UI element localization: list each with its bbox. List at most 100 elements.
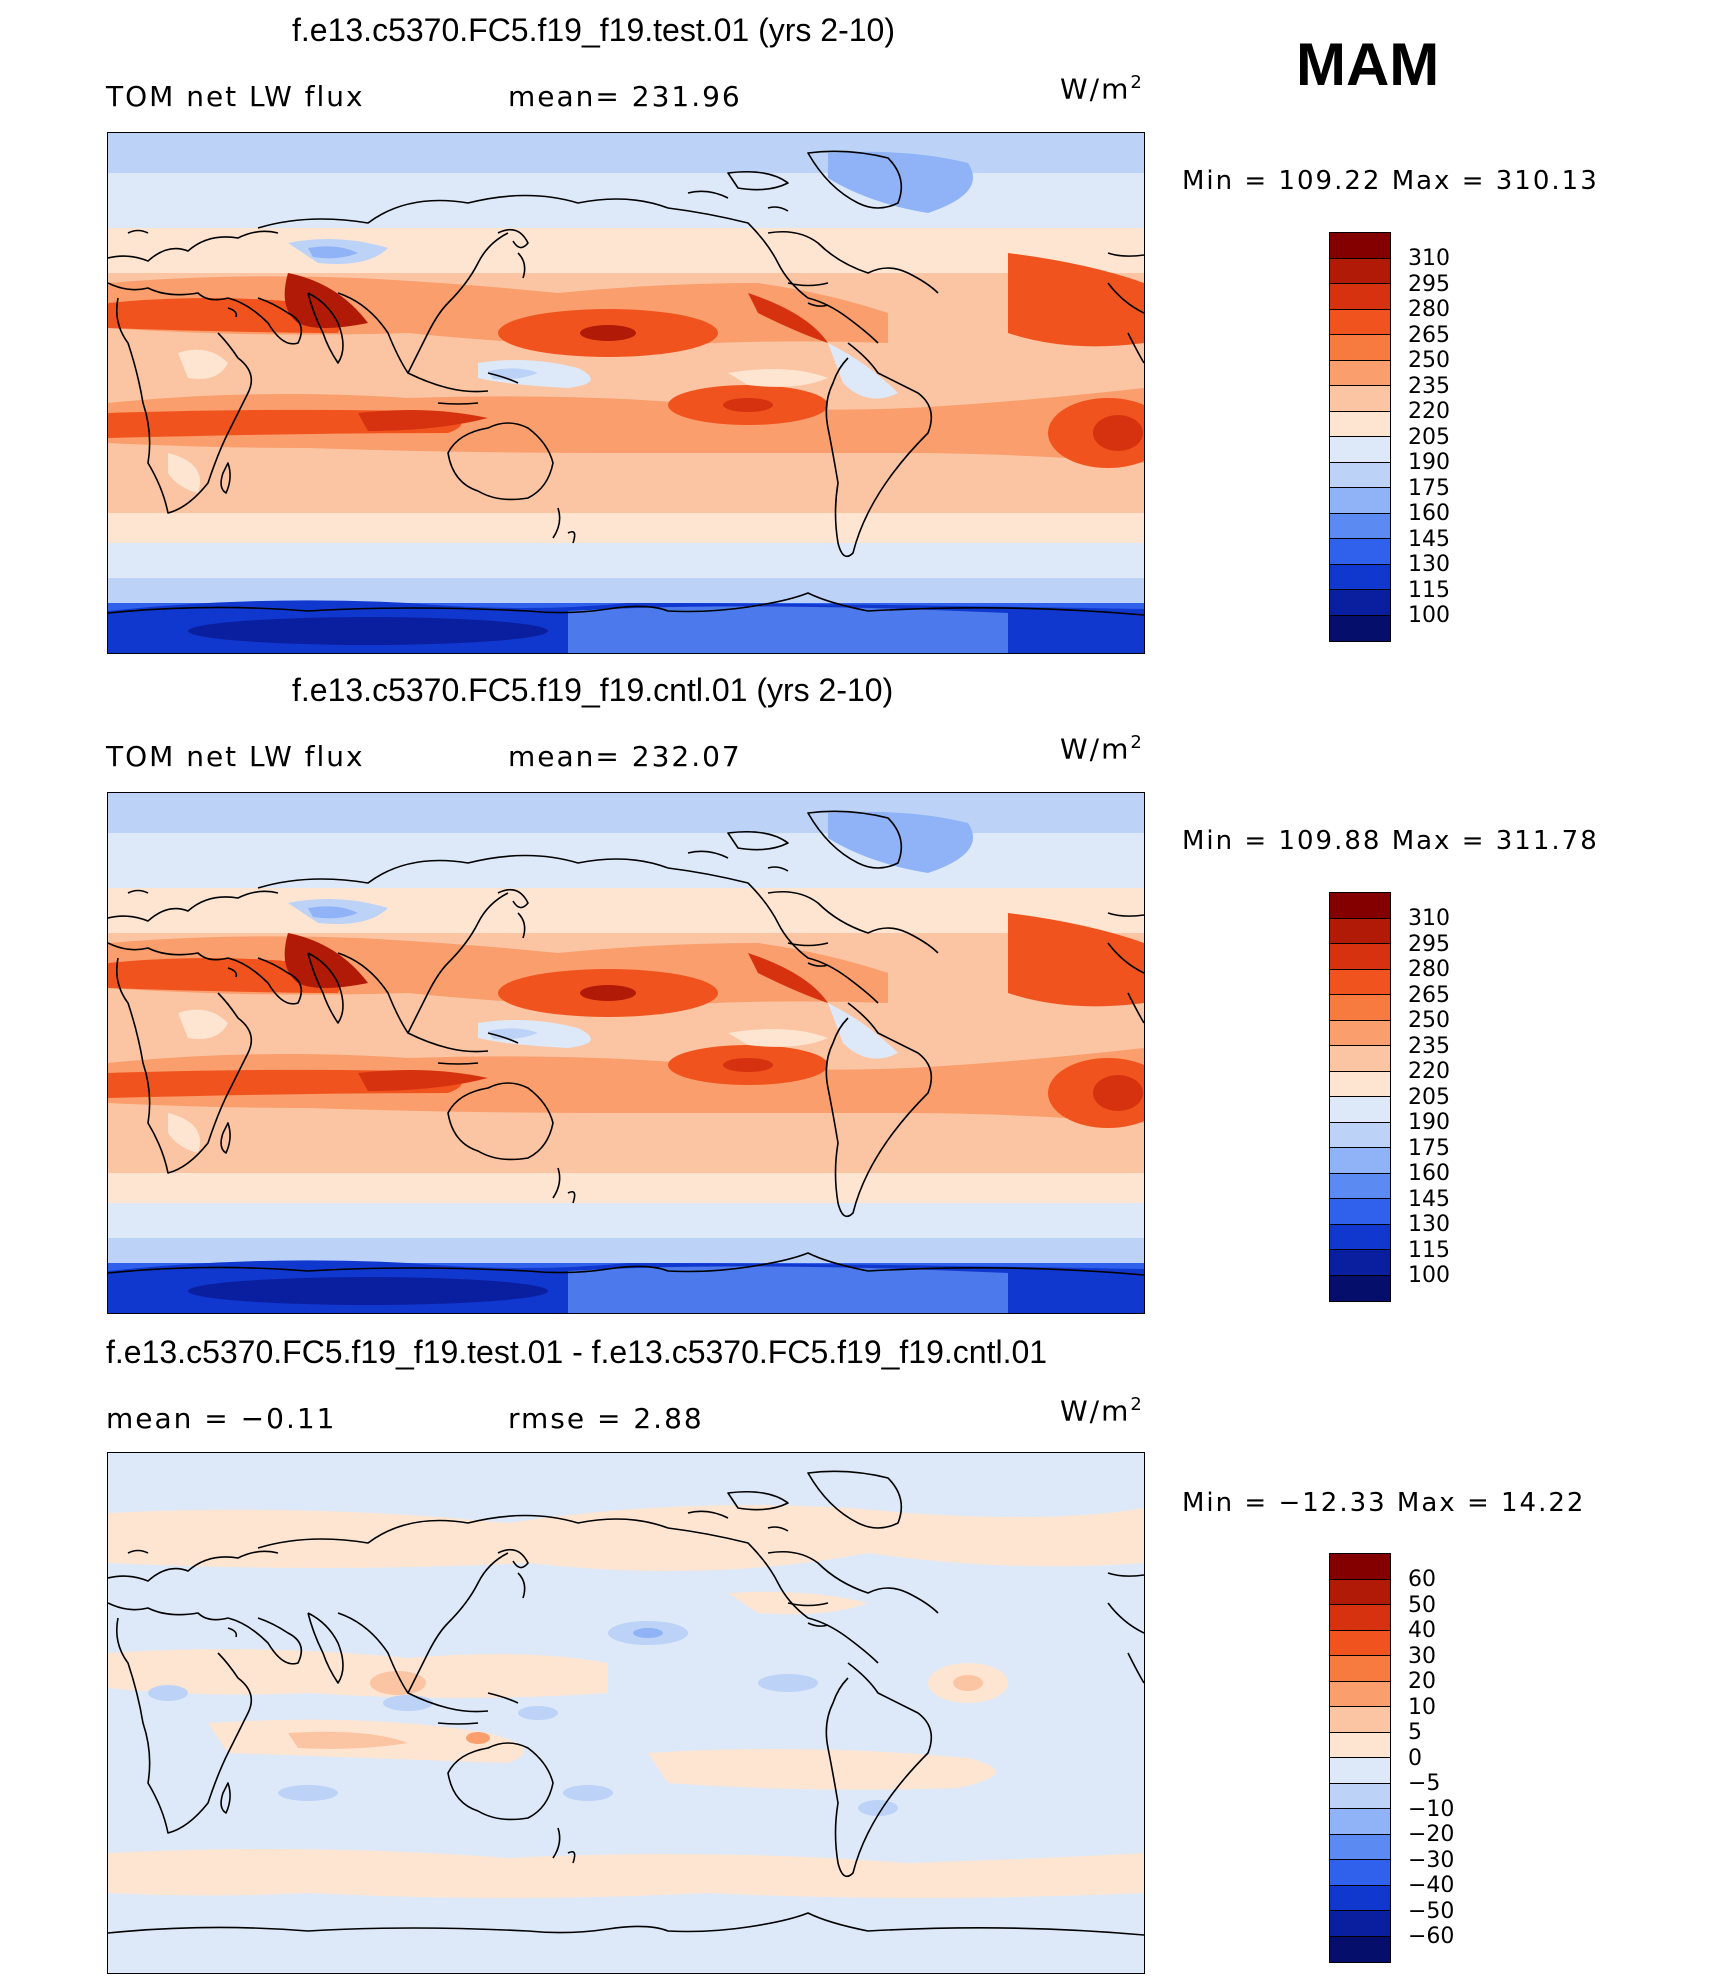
colorbar-tick-label: 100 — [1408, 1263, 1450, 1288]
colorbar-swatch — [1330, 893, 1390, 919]
colorbar-tick-label: 295 — [1408, 271, 1450, 297]
colorbar-tick-label: 130 — [1408, 1212, 1450, 1237]
colorbar-swatch — [1330, 1605, 1390, 1631]
colorbar-swatch — [1330, 284, 1390, 310]
colorbar-tick-label: 0 — [1408, 1745, 1422, 1771]
colorbar-swatch — [1330, 564, 1390, 590]
mean-label: mean = −0.11 — [106, 1402, 337, 1435]
colorbar-tick-label: −5 — [1408, 1771, 1441, 1796]
abs-field-map — [108, 133, 1144, 653]
colorbar-swatch — [1330, 1936, 1390, 1962]
colorbar-tick-label: 265 — [1408, 982, 1450, 1008]
colorbar-tick-label: 20 — [1408, 1669, 1436, 1694]
colorbar-tick-label: 130 — [1408, 552, 1450, 577]
case-title: f.e13.c5370.FC5.f19_f19.test.01 (yrs 2-1… — [292, 12, 895, 48]
diff-field-map — [108, 1453, 1144, 1973]
colorbar-tick-label: 100 — [1408, 603, 1450, 628]
map-panel — [107, 132, 1145, 654]
colorbar-tick-label: 205 — [1408, 424, 1450, 450]
colorbar-swatch — [1330, 258, 1390, 284]
colorbar-tick-label: 310 — [1408, 246, 1450, 271]
colorbar-tick-label: 175 — [1408, 475, 1450, 501]
colorbar-tick-label: 235 — [1408, 373, 1450, 399]
colorbar-swatch — [1330, 1885, 1390, 1911]
colorbar-swatch — [1330, 1579, 1390, 1605]
colorbar-tick-label: 50 — [1408, 1592, 1436, 1618]
min-max-label: Min = −12.33 Max = 14.22 — [1182, 1488, 1586, 1518]
colorbar-swatch — [1330, 1860, 1390, 1886]
colorbar-swatch — [1330, 437, 1390, 463]
colorbar-swatch — [1330, 1783, 1390, 1809]
colorbar-tick-label: 265 — [1408, 322, 1450, 348]
colorbar-swatch — [1330, 386, 1390, 412]
colorbar-swatch — [1330, 1732, 1390, 1758]
colorbar-tick-label: 250 — [1408, 348, 1450, 373]
min-max-label: Min = 109.88 Max = 311.78 — [1182, 826, 1599, 856]
colorbar-swatch — [1330, 1911, 1390, 1937]
colorbar-swatch — [1330, 1224, 1390, 1250]
colorbar-tick-label: 60 — [1408, 1567, 1436, 1592]
colorbar-swatch — [1330, 944, 1390, 970]
colorbar-tick-label: 40 — [1408, 1618, 1436, 1643]
colorbar-swatch — [1330, 1199, 1390, 1225]
season-label: MAM — [1296, 31, 1440, 98]
colorbar-swatch — [1330, 309, 1390, 335]
variable-label: TOM net LW flux — [106, 740, 365, 773]
colorbar-swatch — [1330, 1656, 1390, 1682]
colorbar-swatch — [1330, 1020, 1390, 1046]
colorbar-swatch — [1330, 233, 1390, 259]
colorbar-swatch — [1330, 969, 1390, 995]
colorbar-tick-label: 205 — [1408, 1084, 1450, 1110]
map-panel — [107, 792, 1145, 1314]
colorbar-swatch — [1330, 1046, 1390, 1072]
colorbar-swatch — [1330, 1148, 1390, 1174]
colorbar-swatch — [1330, 360, 1390, 386]
colorbar — [1329, 232, 1391, 642]
min-max-label: Min = 109.22 Max = 310.13 — [1182, 166, 1599, 196]
colorbar-tick-label: 235 — [1408, 1033, 1450, 1059]
colorbar-tick-label: 160 — [1408, 1161, 1450, 1186]
colorbar-tick-label: 190 — [1408, 450, 1450, 475]
colorbar-swatch — [1330, 1630, 1390, 1656]
case-title: f.e13.c5370.FC5.f19_f19.test.01 - f.e13.… — [106, 1334, 1048, 1370]
colorbar-tick-label: 280 — [1408, 957, 1450, 982]
units-label: W/m2 — [1060, 72, 1144, 106]
colorbar-swatch — [1330, 411, 1390, 437]
colorbar-swatch — [1330, 1758, 1390, 1784]
colorbar-tick-label: −20 — [1408, 1822, 1455, 1847]
colorbar — [1329, 892, 1391, 1302]
colorbar — [1329, 1553, 1391, 1963]
colorbar-tick-label: 175 — [1408, 1135, 1450, 1161]
colorbar-swatch — [1330, 1809, 1390, 1835]
colorbar-swatch — [1330, 615, 1390, 641]
mean-label: mean= 231.96 — [508, 80, 742, 113]
colorbar-swatch — [1330, 918, 1390, 944]
colorbar-tick-label: −50 — [1408, 1898, 1455, 1924]
colorbar-swatch — [1330, 1071, 1390, 1097]
colorbar-swatch — [1330, 1250, 1390, 1276]
colorbar-swatch — [1330, 1173, 1390, 1199]
colorbar-swatch — [1330, 1707, 1390, 1733]
colorbar-tick-label: 160 — [1408, 501, 1450, 526]
colorbar-swatch — [1330, 1275, 1390, 1301]
colorbar-swatch — [1330, 1097, 1390, 1123]
case-title: f.e13.c5370.FC5.f19_f19.cntl.01 (yrs 2-1… — [292, 672, 894, 708]
colorbar-tick-label: 220 — [1408, 1059, 1450, 1084]
colorbar-tick-label: −60 — [1408, 1924, 1455, 1949]
colorbar-swatch — [1330, 513, 1390, 539]
colorbar-tick-label: 190 — [1408, 1110, 1450, 1135]
colorbar-tick-label: 220 — [1408, 399, 1450, 424]
colorbar-swatch — [1330, 1681, 1390, 1707]
colorbar-tick-label: −30 — [1408, 1847, 1455, 1873]
variable-label: TOM net LW flux — [106, 80, 365, 113]
abs-field-map — [108, 793, 1144, 1313]
mean-label: mean= 232.07 — [508, 740, 742, 773]
colorbar-swatch — [1330, 488, 1390, 514]
colorbar-tick-label: −40 — [1408, 1873, 1455, 1898]
colorbar-tick-label: 250 — [1408, 1008, 1450, 1033]
colorbar-swatch — [1330, 539, 1390, 565]
colorbar-swatch — [1330, 590, 1390, 616]
colorbar-swatch — [1330, 1122, 1390, 1148]
colorbar-tick-label: 30 — [1408, 1643, 1436, 1669]
colorbar-swatch — [1330, 1834, 1390, 1860]
